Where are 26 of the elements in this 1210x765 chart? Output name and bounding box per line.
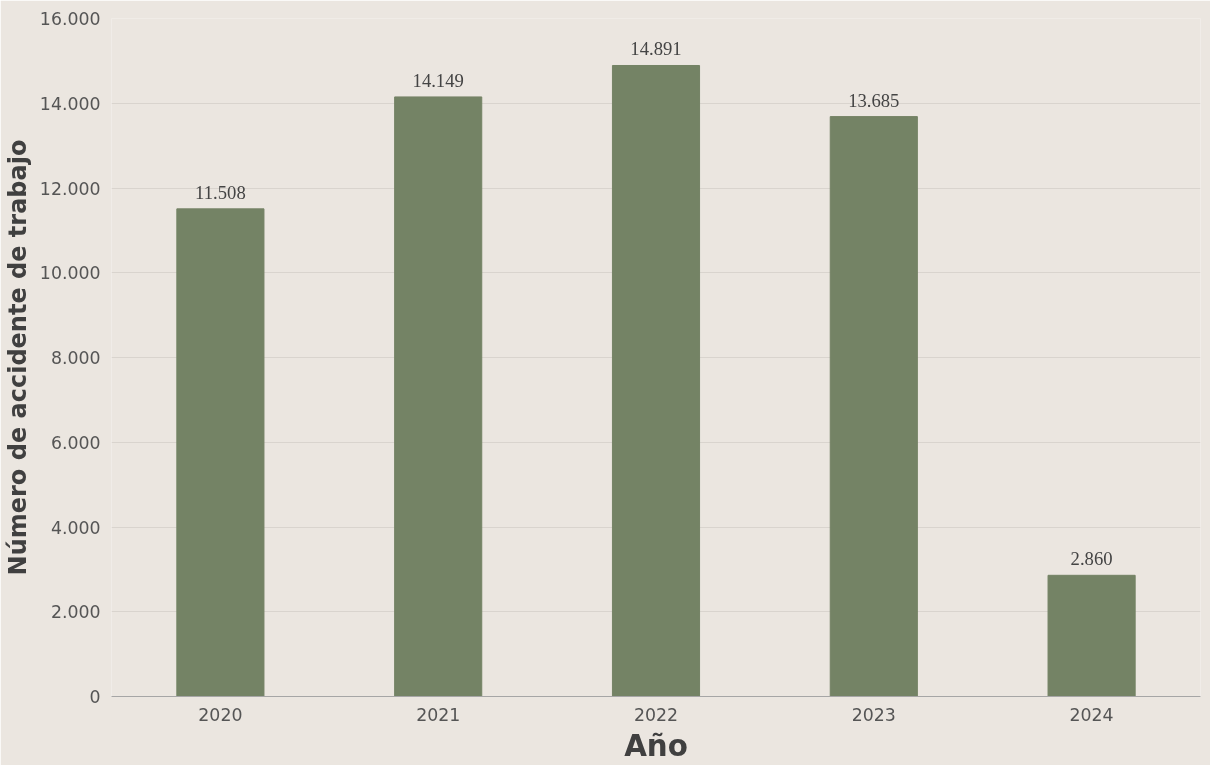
y-tick-label: 4.000 bbox=[50, 517, 101, 538]
data-label: 11.508 bbox=[195, 181, 246, 203]
x-tick-label: 2022 bbox=[633, 704, 679, 725]
bar bbox=[394, 96, 483, 697]
data-label: 14.891 bbox=[630, 38, 682, 60]
x-tick-label: 2024 bbox=[1069, 704, 1114, 725]
data-label: 13.685 bbox=[848, 89, 900, 111]
y-tick-label: 0 bbox=[89, 687, 101, 707]
x-axis-title: Año bbox=[624, 728, 688, 763]
y-tick-label: 16.000 bbox=[39, 9, 101, 29]
y-tick-label: 6.000 bbox=[50, 432, 101, 453]
data-label: 2.860 bbox=[1070, 548, 1113, 570]
data-label: 14.149 bbox=[412, 69, 464, 91]
x-tick-label: 2020 bbox=[198, 704, 243, 725]
y-axis-title: Número de accidente de trabajo bbox=[3, 139, 32, 576]
y-tick-label: 14.000 bbox=[39, 93, 101, 114]
y-tick-label: 2.000 bbox=[50, 602, 101, 623]
bar bbox=[611, 64, 701, 697]
x-tick-label: 2023 bbox=[851, 704, 896, 725]
bar bbox=[176, 208, 265, 697]
y-tick-label: 10.000 bbox=[39, 263, 101, 284]
x-tick-label: 2021 bbox=[416, 704, 461, 725]
bar bbox=[829, 116, 918, 697]
bar bbox=[1047, 574, 1136, 697]
y-tick-label: 8.000 bbox=[50, 348, 101, 368]
y-tick-label: 12.000 bbox=[39, 178, 101, 199]
